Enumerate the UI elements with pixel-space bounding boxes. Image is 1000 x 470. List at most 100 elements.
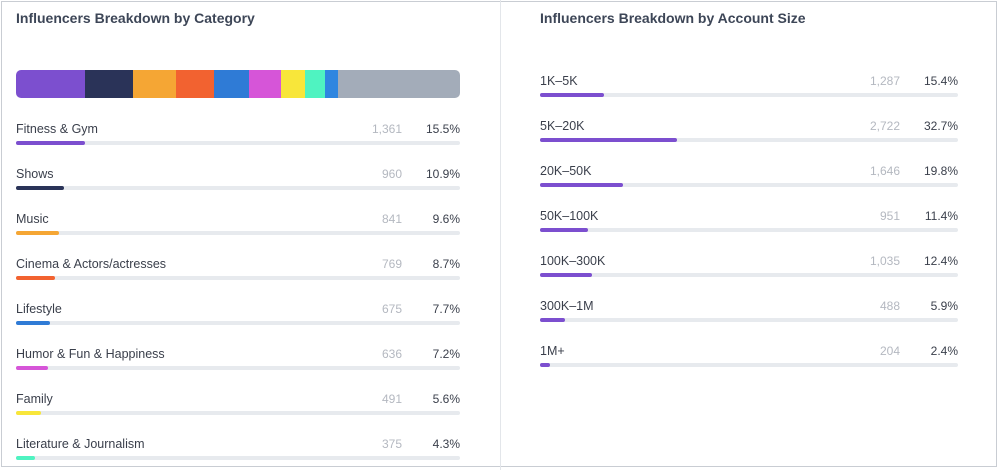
account-size-progress-track xyxy=(540,228,958,232)
account-size-progress-fill xyxy=(540,363,551,367)
category-percent: 9.6% xyxy=(432,212,460,226)
account-size-percent: 15.4% xyxy=(923,74,958,88)
category-progress-track xyxy=(16,141,460,145)
category-progress-fill xyxy=(16,231,59,235)
category-count: 375 xyxy=(381,437,402,451)
category-progress-track xyxy=(16,456,460,460)
account-size-row: 50K–100K 951 11.4% xyxy=(540,209,958,239)
account-size-count: 204 xyxy=(879,344,900,358)
stacked-bar-remainder xyxy=(337,70,460,98)
category-label: Humor & Fun & Happiness xyxy=(16,347,165,361)
category-percent: 4.3% xyxy=(432,437,460,451)
category-progress-track xyxy=(16,231,460,235)
account-size-progress-track xyxy=(540,138,958,142)
category-stacked-bar xyxy=(16,70,460,98)
stacked-bar-segment xyxy=(84,70,134,98)
category-row: Humor & Fun & Happiness 636 7.2% xyxy=(16,347,460,377)
account-size-percent: 11.4% xyxy=(924,209,958,223)
account-size-panel-title: Influencers Breakdown by Account Size xyxy=(540,10,806,26)
category-count: 841 xyxy=(381,212,402,226)
category-count: 491 xyxy=(381,392,402,406)
account-size-percent: 2.4% xyxy=(930,344,958,358)
category-count: 636 xyxy=(381,347,402,361)
category-row: Music 841 9.6% xyxy=(16,212,460,242)
account-size-progress-fill xyxy=(540,183,623,187)
category-row: Lifestyle 675 7.7% xyxy=(16,302,460,332)
category-progress-fill xyxy=(16,411,41,415)
account-size-percent: 32.7% xyxy=(923,119,958,133)
account-size-label: 1M+ xyxy=(540,344,565,358)
category-row: Cinema & Actors/actresses 769 8.7% xyxy=(16,257,460,287)
account-size-percent: 12.4% xyxy=(923,254,958,268)
account-size-count: 1,287 xyxy=(869,74,900,88)
account-size-breakdown-panel: Influencers Breakdown by Account Size 1K… xyxy=(540,0,958,470)
account-size-label: 100K–300K xyxy=(540,254,606,268)
category-label: Family xyxy=(16,392,53,406)
category-progress-track xyxy=(16,186,460,190)
category-progress-fill xyxy=(16,276,55,280)
account-size-percent: 19.8% xyxy=(923,164,958,178)
stacked-bar-segment xyxy=(133,70,176,98)
category-progress-fill xyxy=(16,141,85,145)
account-size-label: 1K–5K xyxy=(540,74,578,88)
account-size-progress-fill xyxy=(540,93,605,97)
account-size-label: 50K–100K xyxy=(540,209,599,223)
category-label: Cinema & Actors/actresses xyxy=(16,257,167,271)
category-panel-title: Influencers Breakdown by Category xyxy=(16,10,255,26)
category-count: 769 xyxy=(381,257,402,271)
category-count: 1,361 xyxy=(371,122,402,136)
stacked-bar-segment xyxy=(248,70,281,98)
category-progress-fill xyxy=(16,321,51,325)
account-size-progress-fill xyxy=(540,318,565,322)
category-count: 675 xyxy=(381,302,402,316)
category-row: Shows 960 10.9% xyxy=(16,167,460,197)
account-size-progress-track xyxy=(540,318,958,322)
category-row: Fitness & Gym 1,361 15.5% xyxy=(16,122,460,152)
panel-divider xyxy=(500,0,501,470)
account-size-count: 1,035 xyxy=(869,254,900,268)
category-percent: 8.7% xyxy=(432,257,460,271)
account-size-row: 5K–20K 2,722 32.7% xyxy=(540,119,958,149)
account-size-row: 100K–300K 1,035 12.4% xyxy=(540,254,958,284)
account-size-count: 951 xyxy=(879,209,900,223)
category-percent: 7.7% xyxy=(432,302,460,316)
category-label: Literature & Journalism xyxy=(16,437,145,451)
category-breakdown-panel: Influencers Breakdown by Category Fitnes… xyxy=(16,0,460,470)
category-label: Fitness & Gym xyxy=(16,122,98,136)
account-size-label: 5K–20K xyxy=(540,119,585,133)
category-progress-track xyxy=(16,276,460,280)
account-size-progress-track xyxy=(540,93,958,97)
account-size-progress-track xyxy=(540,273,958,277)
category-row: Family 491 5.6% xyxy=(16,392,460,422)
account-size-row: 1M+ 204 2.4% xyxy=(540,344,958,374)
account-size-row: 300K–1M 488 5.9% xyxy=(540,299,958,329)
account-size-progress-track xyxy=(540,183,958,187)
category-percent: 5.6% xyxy=(432,392,460,406)
stacked-bar-segment xyxy=(324,70,338,98)
category-label: Shows xyxy=(16,167,54,181)
category-percent: 10.9% xyxy=(425,167,460,181)
category-count: 960 xyxy=(381,167,402,181)
category-progress-fill xyxy=(16,456,36,460)
account-size-row: 20K–50K 1,646 19.8% xyxy=(540,164,958,194)
account-size-count: 1,646 xyxy=(869,164,900,178)
stacked-bar-segment xyxy=(280,70,306,98)
account-size-progress-track xyxy=(540,363,958,367)
category-percent: 15.5% xyxy=(425,122,460,136)
account-size-progress-fill xyxy=(540,228,588,232)
category-progress-track xyxy=(16,366,460,370)
category-label: Music xyxy=(16,212,49,226)
category-row: Literature & Journalism 375 4.3% xyxy=(16,437,460,467)
stacked-bar-segment xyxy=(305,70,325,98)
account-size-percent: 5.9% xyxy=(930,299,958,313)
stacked-bar-segment xyxy=(175,70,215,98)
category-progress-fill xyxy=(16,366,48,370)
account-size-count: 488 xyxy=(879,299,900,313)
account-size-label: 300K–1M xyxy=(540,299,594,313)
stacked-bar-segment xyxy=(214,70,249,98)
category-progress-track xyxy=(16,411,460,415)
account-size-progress-fill xyxy=(540,273,592,277)
category-label: Lifestyle xyxy=(16,302,62,316)
account-size-progress-fill xyxy=(540,138,677,142)
